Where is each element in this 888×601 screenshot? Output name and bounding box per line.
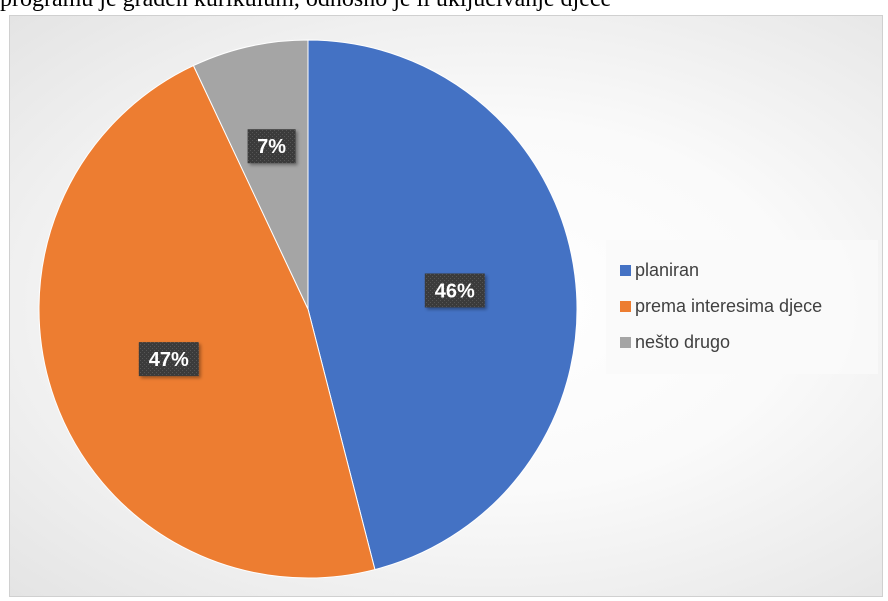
data-label: 47% (138, 342, 199, 377)
data-label: 7% (247, 129, 296, 164)
legend-item-nesto-drugo: nešto drugo (620, 324, 878, 360)
document-text-line: programu je građen kurikulum, odnosno je… (0, 0, 888, 12)
legend-swatch (620, 300, 631, 312)
legend-item-planiran: planiran (620, 252, 878, 288)
pie-slice-prema-interesima-djece (38, 64, 376, 579)
pie-slice-nešto-drugo (192, 39, 309, 310)
data-label: 46% (424, 273, 485, 308)
data-label-text: 47% (149, 349, 189, 371)
data-label-box (247, 129, 296, 164)
data-label-text: 46% (435, 280, 475, 302)
data-label-text: 7% (257, 136, 286, 158)
legend-label: prema interesima djece (635, 295, 823, 316)
legend-label: planiran (635, 259, 700, 280)
legend-swatch (620, 264, 631, 276)
legend-item-prema-interesima-djece: prema interesima djece (620, 288, 878, 324)
data-label-box (138, 342, 199, 377)
chart-legend: planiran prema interesima djece nešto dr… (606, 240, 878, 374)
legend-label: nešto drugo (635, 331, 731, 352)
data-label-box (424, 273, 485, 308)
legend-swatch (620, 336, 631, 348)
